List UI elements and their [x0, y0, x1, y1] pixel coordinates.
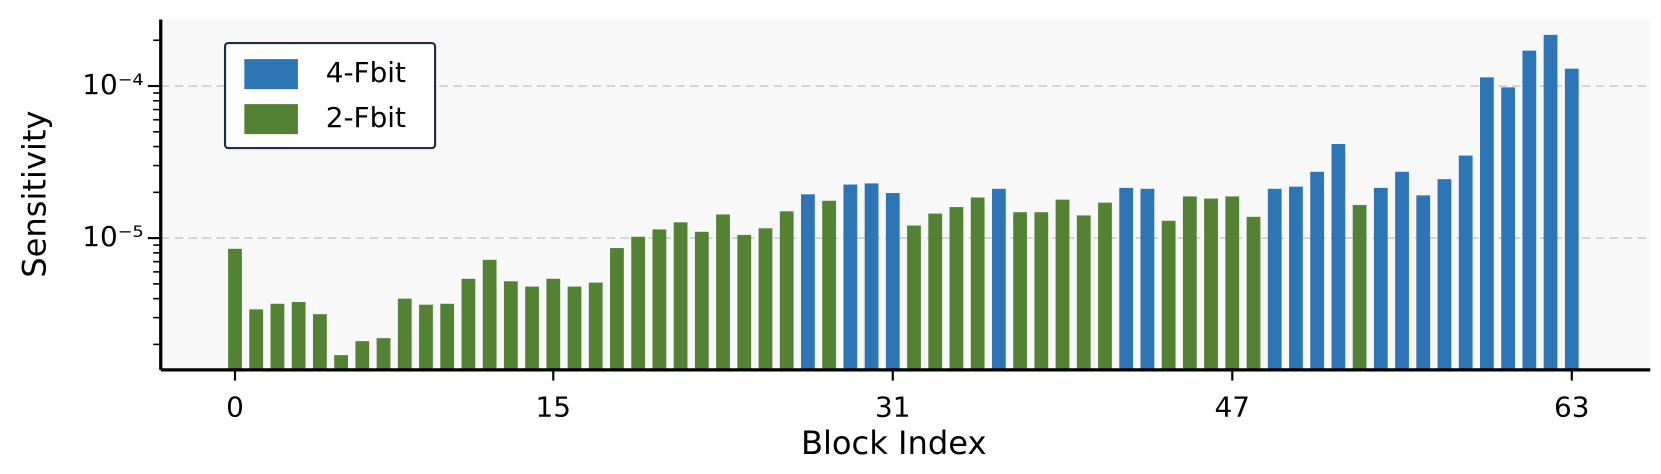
bar	[567, 286, 582, 370]
bar	[461, 278, 476, 370]
bar	[949, 207, 964, 370]
bar	[1140, 188, 1155, 370]
y-tick-label: 10⁻⁵	[82, 220, 143, 253]
bar	[1055, 199, 1070, 370]
bar	[1522, 50, 1537, 370]
bar	[1289, 186, 1303, 370]
legend-label: 2-Fbit	[326, 101, 406, 134]
bar	[1246, 216, 1261, 370]
x-tick-label: 47	[1215, 390, 1250, 423]
bar	[482, 259, 497, 370]
y-axis-label: Sensitivity	[15, 111, 53, 278]
bar	[907, 225, 921, 370]
bar	[1076, 215, 1091, 370]
bar	[1352, 205, 1367, 370]
bar	[1416, 195, 1431, 370]
bar	[1501, 87, 1516, 370]
bar	[397, 298, 412, 370]
x-tick-label: 63	[1554, 390, 1589, 423]
bar	[885, 192, 900, 370]
bar	[779, 211, 794, 370]
bar	[1119, 187, 1134, 370]
bar	[1373, 187, 1388, 370]
y-tick-label: 10⁻⁴	[82, 68, 143, 101]
bar	[1395, 171, 1409, 370]
bar	[270, 303, 285, 370]
bar	[228, 248, 242, 370]
bar	[758, 228, 773, 370]
legend-label: 4-Fbit	[326, 56, 406, 89]
bar	[1437, 179, 1452, 370]
bar	[673, 222, 688, 370]
x-axis-label: Block Index	[801, 424, 987, 462]
bar	[1458, 155, 1473, 370]
bar	[716, 214, 730, 370]
bar	[652, 229, 667, 370]
bar	[355, 341, 370, 370]
bar	[843, 184, 858, 370]
bar	[503, 281, 518, 370]
bar	[291, 302, 306, 370]
bar	[546, 278, 561, 370]
bar	[1267, 188, 1282, 370]
bar	[249, 309, 264, 370]
bar	[1310, 171, 1325, 370]
bar	[801, 194, 815, 370]
x-tick-label: 31	[875, 390, 910, 423]
x-tick-label: 15	[536, 390, 571, 423]
bar	[419, 304, 433, 370]
bar	[822, 200, 837, 370]
legend-swatch	[244, 104, 298, 135]
bar	[588, 282, 603, 370]
legend-swatch	[244, 59, 298, 90]
x-tick-label: 0	[226, 390, 244, 423]
bar	[631, 236, 646, 370]
bar	[440, 303, 455, 370]
bar	[312, 314, 327, 370]
bar	[694, 231, 709, 370]
bar	[610, 248, 624, 370]
bar	[1204, 198, 1218, 370]
bar	[1331, 143, 1346, 370]
bar	[1182, 196, 1197, 370]
bar	[991, 188, 1006, 370]
bar	[1543, 34, 1558, 370]
bar	[1564, 68, 1579, 370]
bar	[1161, 220, 1176, 370]
bar	[928, 213, 943, 370]
bar	[737, 234, 752, 370]
bar	[970, 197, 985, 370]
bar	[334, 355, 348, 370]
bar	[1034, 212, 1049, 370]
bar	[1098, 202, 1112, 370]
bar	[525, 286, 539, 370]
bar	[864, 183, 879, 370]
bar	[376, 338, 391, 370]
bar	[1225, 196, 1240, 370]
bar	[1013, 212, 1027, 370]
bar	[1480, 77, 1494, 370]
